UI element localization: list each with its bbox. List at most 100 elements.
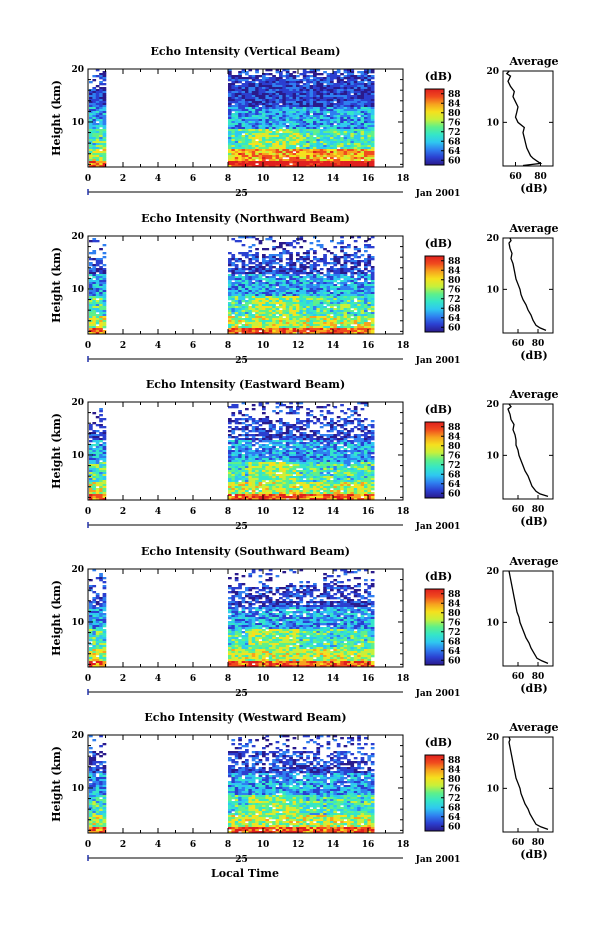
x-tick-label: 8 xyxy=(225,507,231,517)
profile-frame xyxy=(503,238,553,333)
colorbar-tick-label: 64 xyxy=(448,314,461,324)
y-tick-label: 10 xyxy=(71,285,84,295)
x-tick-label: 18 xyxy=(397,674,410,684)
y-tick-label: 20 xyxy=(71,65,84,75)
colorbar-tick-label: 64 xyxy=(448,147,461,157)
profile-y-tick-label: 20 xyxy=(486,733,499,743)
date-marker: 25 xyxy=(235,689,248,699)
x-tick-label: 10 xyxy=(257,674,270,684)
colorbar-tick-label: 68 xyxy=(448,637,461,647)
profile-y-tick-label: 20 xyxy=(486,67,499,77)
profile-x-label: (dB) xyxy=(520,848,547,861)
y-tick-label: 20 xyxy=(71,398,84,408)
colorbar-tick-label: 80 xyxy=(448,609,461,619)
colorbar-tick-label: 72 xyxy=(448,628,461,638)
x-tick-label: 12 xyxy=(292,507,305,517)
x-tick-label: 8 xyxy=(225,174,231,184)
x-tick-label: 14 xyxy=(327,341,340,351)
x-tick-label: 8 xyxy=(225,840,231,850)
profile-x-tick-label: 80 xyxy=(532,339,545,349)
heatmap-cells xyxy=(89,402,375,500)
x-tick-label: 18 xyxy=(397,840,410,850)
x-tick-label: 0 xyxy=(85,840,91,850)
panel-title: Echo Intensity (Vertical Beam) xyxy=(150,45,340,58)
x-tick-label: 10 xyxy=(257,174,270,184)
panel-title: Echo Intensity (Eastward Beam) xyxy=(146,378,345,391)
colorbar-unit: (dB) xyxy=(425,237,452,250)
colorbar-tick-label: 80 xyxy=(448,109,461,119)
x-tick-label: 16 xyxy=(362,507,375,517)
profile-x-tick-label: 60 xyxy=(512,505,525,515)
profile-x-tick-label: 80 xyxy=(534,172,547,182)
profile-x-label: (dB) xyxy=(520,349,547,362)
y-tick-label: 10 xyxy=(71,618,84,628)
date-label: Jan 2001 xyxy=(415,689,461,699)
profile-y-tick-label: 10 xyxy=(486,118,499,128)
x-tick-label: 16 xyxy=(362,674,375,684)
colorbar xyxy=(425,256,444,332)
x-tick-label: 16 xyxy=(362,174,375,184)
y-axis-label: Height (km) xyxy=(50,247,63,323)
colorbar-tick-label: 84 xyxy=(448,599,461,609)
colorbar-tick-label: 64 xyxy=(448,647,461,657)
profile-y-tick-label: 10 xyxy=(486,784,499,794)
panel-title: Echo Intensity (Westward Beam) xyxy=(144,711,346,724)
colorbar-tick-label: 60 xyxy=(448,489,461,499)
colorbar-tick-label: 64 xyxy=(448,480,461,490)
x-tick-label: 4 xyxy=(155,341,161,351)
profile-x-tick-label: 60 xyxy=(512,672,525,682)
colorbar-tick-label: 76 xyxy=(448,618,461,628)
x-tick-label: 18 xyxy=(397,341,410,351)
colorbar-tick-label: 68 xyxy=(448,304,461,314)
profile-x-tick-label: 80 xyxy=(532,838,545,848)
profile-x-tick-label: 60 xyxy=(512,838,525,848)
x-tick-label: 6 xyxy=(190,840,196,850)
x-tick-label: 10 xyxy=(257,341,270,351)
profile-title: Average xyxy=(508,555,558,568)
y-tick-label: 20 xyxy=(71,232,84,242)
y-tick-label: 10 xyxy=(71,451,84,461)
x-tick-label: 6 xyxy=(190,507,196,517)
colorbar-tick-label: 68 xyxy=(448,803,461,813)
date-label: Jan 2001 xyxy=(415,522,461,532)
x-axis-label: Local Time xyxy=(211,867,279,880)
colorbar-tick-label: 80 xyxy=(448,276,461,286)
profile-y-tick-label: 10 xyxy=(486,451,499,461)
colorbar-tick-label: 60 xyxy=(448,323,461,333)
y-axis-label: Height (km) xyxy=(50,413,63,489)
date-marker: 25 xyxy=(235,855,248,865)
colorbar-tick-label: 88 xyxy=(448,257,461,267)
profile-x-label: (dB) xyxy=(520,182,547,195)
colorbar-tick-label: 72 xyxy=(448,128,461,138)
y-axis-label: Height (km) xyxy=(50,580,63,656)
x-tick-label: 8 xyxy=(225,674,231,684)
profile-x-tick-label: 60 xyxy=(512,339,525,349)
x-tick-label: 14 xyxy=(327,174,340,184)
heatmap-cells xyxy=(89,236,375,334)
x-tick-label: 12 xyxy=(292,840,305,850)
heatmap-cells xyxy=(89,69,375,167)
panel-title: Echo Intensity (Northward Beam) xyxy=(141,212,350,225)
profile-x-label: (dB) xyxy=(520,515,547,528)
profile-x-tick-label: 60 xyxy=(509,172,522,182)
colorbar-tick-label: 60 xyxy=(448,822,461,832)
x-tick-label: 2 xyxy=(120,174,126,184)
colorbar-unit: (dB) xyxy=(425,570,452,583)
x-tick-label: 16 xyxy=(362,341,375,351)
colorbar xyxy=(425,755,444,831)
panel-title: Echo Intensity (Southward Beam) xyxy=(141,545,350,558)
x-tick-label: 12 xyxy=(292,674,305,684)
x-tick-label: 4 xyxy=(155,674,161,684)
colorbar-tick-label: 80 xyxy=(448,775,461,785)
y-tick-label: 20 xyxy=(71,731,84,741)
y-tick-label: 10 xyxy=(71,784,84,794)
x-tick-label: 2 xyxy=(120,840,126,850)
profile-title: Average xyxy=(508,721,558,734)
colorbar xyxy=(425,89,444,165)
colorbar-tick-label: 84 xyxy=(448,99,461,109)
